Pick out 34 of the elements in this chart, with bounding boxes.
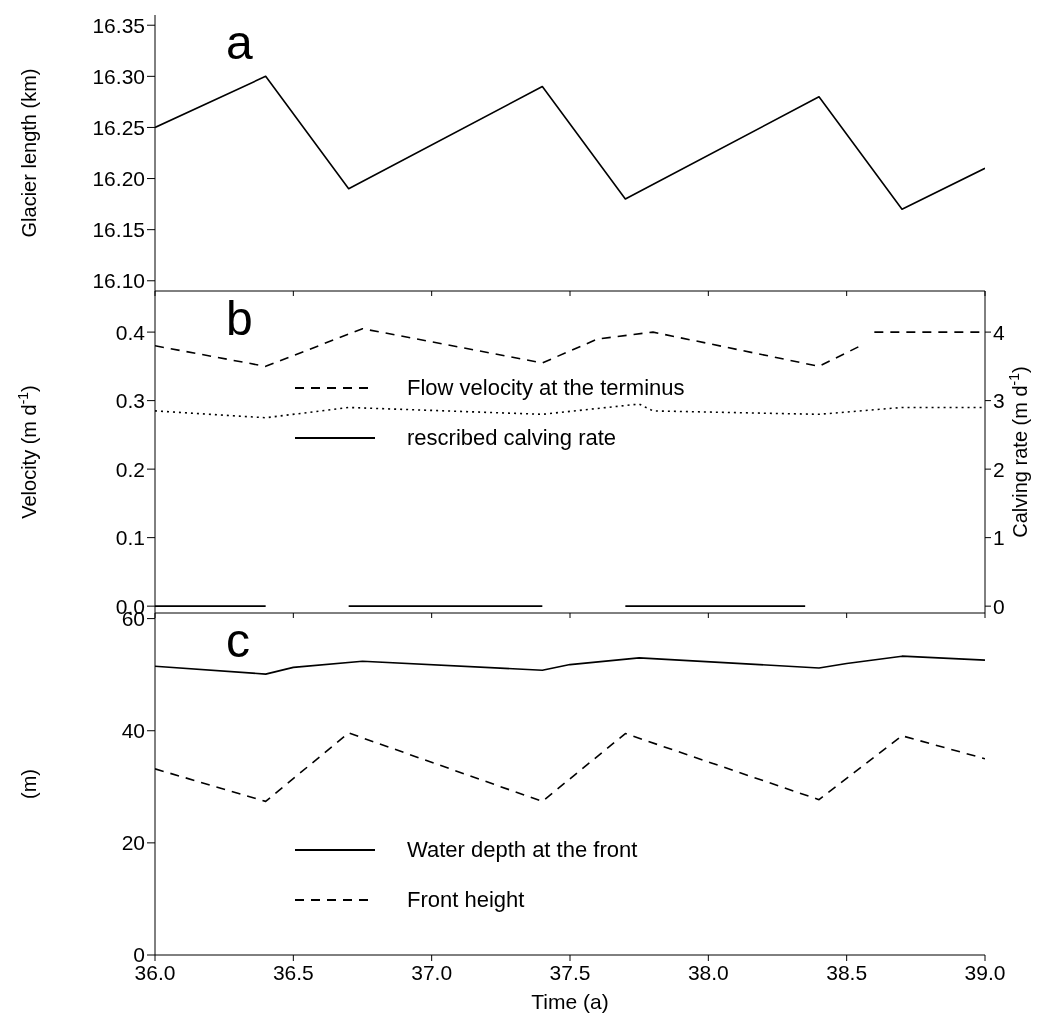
x-tick-label: 37.0: [411, 960, 453, 984]
y-tick-label: 16.35: [92, 13, 145, 37]
y-tick-label: 16.30: [92, 64, 145, 88]
y-axis-title: (m): [18, 769, 40, 799]
legend-label: Water depth at the front: [407, 837, 638, 863]
legend-label: Flow velocity at the terminus: [407, 375, 685, 401]
y-axis-title: Glacier length (km): [18, 68, 40, 238]
y-tick-label: 16.20: [92, 167, 145, 191]
x-tick-label: 37.5: [549, 960, 591, 984]
y2-tick-label: 4: [993, 320, 1005, 344]
y-tick-label: 0.3: [115, 389, 145, 413]
x-axis-title: Time (a): [531, 990, 609, 1013]
y2-tick-label: 0: [993, 594, 1005, 618]
annotation: a: [226, 16, 253, 69]
y-tick-label: 16.25: [92, 115, 145, 139]
y-tick-label: 0.4: [115, 320, 146, 344]
y-tick-label: 0: [133, 943, 145, 967]
y-tick-label: 16.15: [92, 218, 145, 242]
x-tick-label: 39.0: [964, 960, 1006, 984]
y2-tick-label: 2: [993, 457, 1005, 481]
y-tick-label: 20: [121, 831, 145, 855]
y-tick-label: 40: [121, 719, 145, 743]
x-tick-label: 38.0: [687, 960, 729, 984]
legend-label: rescribed calving rate: [407, 425, 617, 451]
legend-label: Front height: [407, 887, 525, 913]
x-tick-label: 38.5: [826, 960, 868, 984]
annotation: c: [226, 614, 250, 667]
y-tick-label: 16.10: [92, 269, 145, 293]
y2-tick-label: 3: [993, 389, 1005, 413]
y-tick-label: 0.1: [115, 526, 145, 550]
y2-tick-label: 1: [993, 526, 1005, 550]
x-tick-label: 36.5: [272, 960, 314, 984]
y-tick-label: 0.2: [115, 457, 145, 481]
annotation: b: [226, 292, 253, 345]
